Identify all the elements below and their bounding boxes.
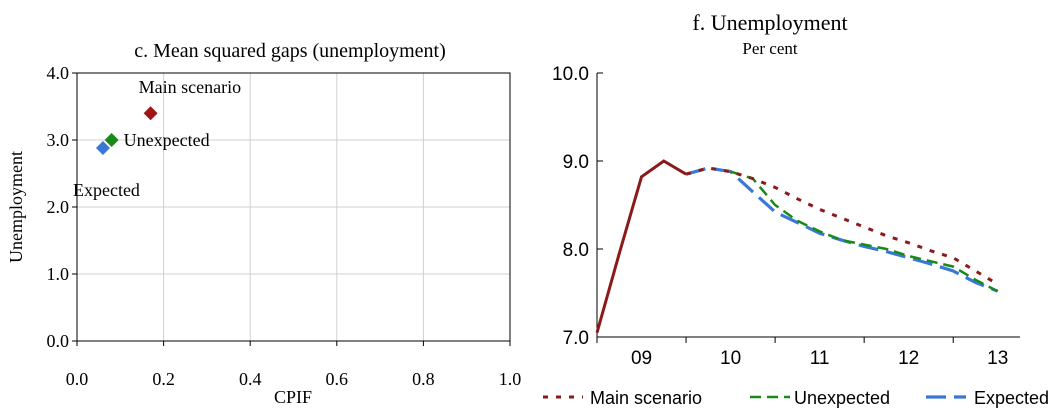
line-x-tick-label: 11 (810, 348, 830, 369)
line-y-tick-label: 10.0 (552, 64, 589, 85)
scatter-y-tick-label: 0.0 (47, 331, 70, 351)
scatter-y-tick-label: 4.0 (47, 63, 70, 83)
line-title: f. Unemployment (692, 10, 847, 35)
scatter-xlabel: CPIF (274, 387, 312, 407)
line-y-tick-label: 7.0 (563, 328, 589, 349)
series-main-scenario (685, 166, 999, 286)
scatter-gridlines (76, 72, 511, 342)
scatter-y-tick-label: 2.0 (47, 197, 70, 217)
series-expected (685, 166, 999, 293)
legend-label: Expected (974, 388, 1049, 408)
line-y-tick-label: 9.0 (563, 152, 589, 173)
scatter-x-ticks: 0.0 0.2 0.4 0.6 0.8 1.0 (66, 341, 522, 389)
scatter-x-tick-label: 0.8 (412, 369, 435, 389)
line-x-tick-label: 12 (898, 348, 919, 369)
scatter-x-tick-label: 0.4 (239, 369, 262, 389)
line-x-tick-label: 13 (987, 348, 1008, 369)
scatter-point-unexpected (104, 133, 119, 147)
scatter-point-label: Unexpected (124, 130, 210, 150)
scatter-x-tick-label: 0.0 (66, 369, 89, 389)
scatter-x-tick-label: 0.2 (152, 369, 175, 389)
legend-label: Main scenario (590, 388, 702, 408)
scatter-panel: c. Mean squared gaps (unemployment) 0.0 1… (6, 40, 521, 407)
legend-label: Unexpected (794, 388, 890, 408)
line-axes (596, 73, 1020, 338)
line-x-tick-label: 10 (720, 348, 741, 369)
scatter-x-tick-label: 1.0 (499, 369, 522, 389)
scatter-y-tick-label: 3.0 (47, 130, 70, 150)
series-main-scenario-history (595, 159, 687, 334)
line-y-ticks: 7.0 8.0 9.0 10.0 (552, 64, 603, 349)
scatter-y-tick-label: 1.0 (47, 264, 70, 284)
scatter-point-label: Main scenario (139, 77, 241, 97)
line-legend: Main scenario Unexpected Expected (543, 388, 1049, 408)
line-x-tick-label: 09 (631, 348, 652, 369)
series-unexpected (730, 170, 999, 293)
scatter-title: c. Mean squared gaps (unemployment) (134, 40, 446, 62)
line-y-tick-label: 8.0 (563, 240, 589, 261)
scatter-point-main-scenario (143, 106, 158, 121)
scatter-point-label: Expected (73, 180, 140, 200)
scatter-point-expected (95, 141, 110, 156)
scatter-x-tick-label: 0.6 (326, 369, 349, 389)
line-subtitle: Per cent (742, 39, 798, 58)
line-series (595, 159, 999, 334)
line-x-ticks: 09 10 11 12 13 (596, 337, 1008, 369)
scatter-points: Main scenario Unexpected Expected (73, 77, 241, 200)
scatter-y-ticks: 0.0 1.0 2.0 3.0 4.0 (47, 63, 77, 351)
line-panel: f. Unemployment Per cent 7.0 8.0 9.0 10.0 0… (543, 10, 1049, 408)
scatter-ylabel: Unemployment (6, 151, 26, 263)
